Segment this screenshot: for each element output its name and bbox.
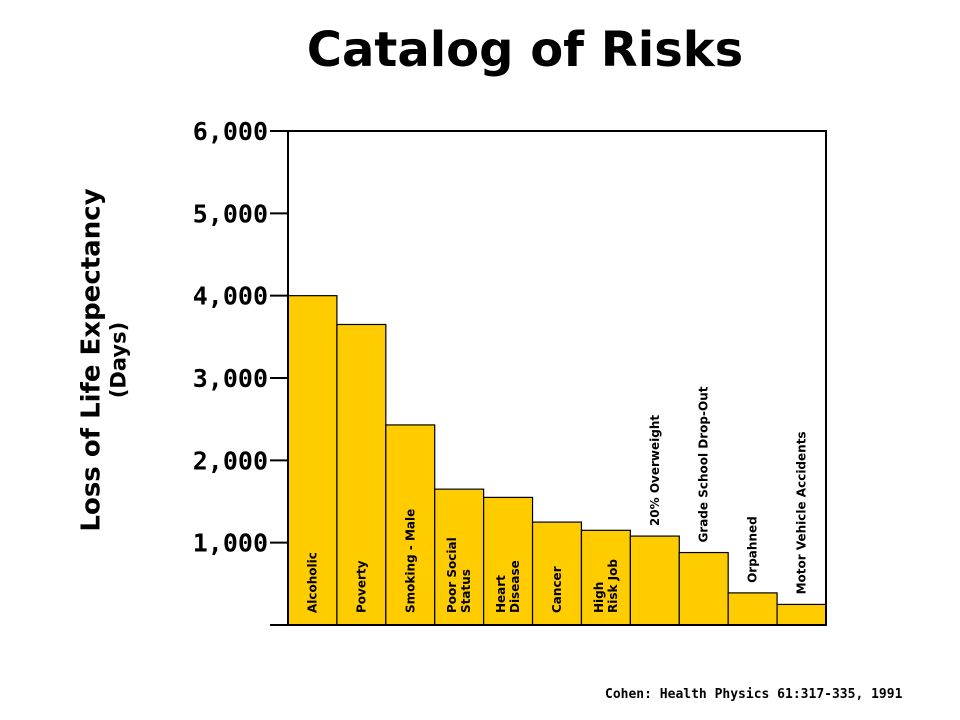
y-tick-label-6: 6,000: [193, 117, 268, 146]
bar-label-6-0: High: [592, 582, 606, 613]
bar-1: [336, 323, 387, 626]
bar-label-0: Alcoholic: [305, 552, 319, 613]
bar-label-6-1: Risk Job: [606, 559, 620, 613]
bar-label-9: Orpahned: [746, 516, 760, 583]
bar-2: [385, 424, 436, 626]
bar-label-10: Motor Vehicle Accidents: [795, 431, 809, 594]
bar-label-4-0: Heart: [494, 575, 508, 613]
y-tick-label-5: 5,000: [193, 199, 268, 228]
bar-label-5: Cancer: [550, 566, 564, 613]
y-tick-label-1: 1,000: [193, 529, 268, 558]
y-tick-label-2: 2,000: [193, 446, 268, 475]
bar-label-2: Smoking - Male: [403, 509, 417, 613]
y-tick-label-4: 4,000: [193, 282, 268, 311]
bar-label-8: Grade School Drop-Out: [697, 386, 711, 542]
bar-label-1: Poverty: [354, 560, 368, 613]
bar-0: [287, 295, 338, 626]
y-tick-label-3: 3,000: [193, 364, 268, 393]
bar-label-4-1: Disease: [508, 560, 522, 613]
bar-9: [727, 592, 778, 626]
bar-8: [678, 551, 729, 626]
source-citation: Cohen: Health Physics 61:317-335, 1991: [605, 687, 903, 702]
bar-label-7: 20% Overweight: [648, 415, 662, 526]
bar-label-3-0: Poor Social: [445, 537, 459, 613]
bar-10: [776, 603, 827, 626]
bar-label-3-1: Status: [459, 569, 473, 613]
chart-title: Catalog of Risks: [306, 22, 744, 78]
bar-7: [629, 535, 680, 626]
